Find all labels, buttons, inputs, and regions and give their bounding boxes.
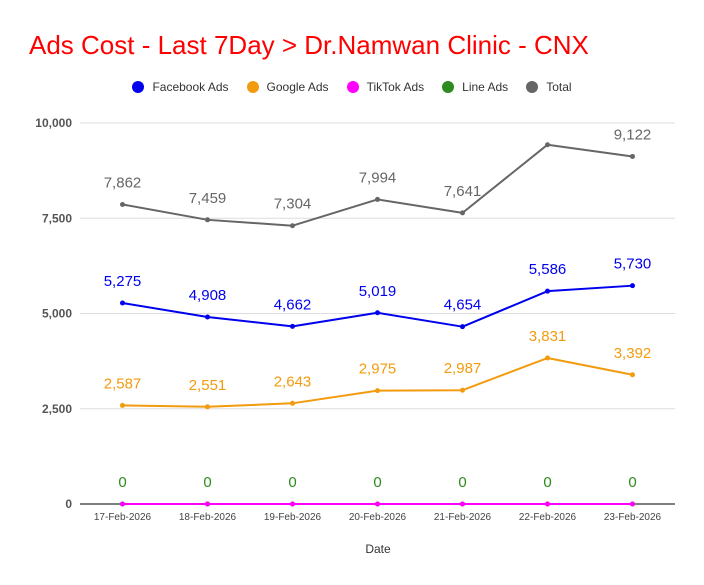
data-point-facebook-ads <box>460 324 465 330</box>
x-tick-label: 19-Feb-2026 <box>264 512 322 523</box>
data-point-tiktok-ads <box>290 501 295 507</box>
y-tick-label: 5,000 <box>42 307 72 321</box>
legend-label: Total <box>546 80 572 94</box>
data-point-facebook-ads <box>290 323 295 329</box>
data-label-line-ads: 0 <box>203 474 211 491</box>
data-point-facebook-ads <box>545 288 550 294</box>
data-point-facebook-ads <box>630 283 635 289</box>
data-label-line-ads: 0 <box>458 474 466 491</box>
data-labels: 0 0 0 0 0 0 0 2,587 2,551 2,643 2,975 2,987 3,831 3,3… <box>104 126 652 491</box>
data-label-facebook-ads: 4,908 <box>189 287 227 304</box>
data-label-facebook-ads: 5,730 <box>614 256 652 273</box>
legend-marker-facebook-ads <box>132 81 145 93</box>
legend-item-google-ads[interactable]: Google Ads <box>246 80 329 94</box>
data-point-total <box>290 223 295 229</box>
data-label-google-ads: 3,392 <box>614 345 652 362</box>
legend-marker-google-ads <box>246 81 259 93</box>
x-tick-label: 20-Feb-2026 <box>349 512 407 523</box>
data-label-google-ads: 2,587 <box>104 375 142 392</box>
legend-item-line-ads[interactable]: Line Ads <box>442 80 508 94</box>
data-label-line-ads: 0 <box>288 474 296 491</box>
data-point-google-ads <box>290 400 295 406</box>
data-label-total: 7,304 <box>274 196 312 213</box>
legend: Facebook Ads Google Ads TikTok Ads Line … <box>0 80 704 94</box>
legend-marker-tiktok-ads <box>346 81 359 93</box>
legend-label: Line Ads <box>462 80 509 94</box>
data-label-facebook-ads: 5,275 <box>104 273 142 290</box>
data-label-google-ads: 3,831 <box>529 328 567 345</box>
data-label-facebook-ads: 5,586 <box>529 261 567 278</box>
data-label-line-ads: 0 <box>373 474 381 491</box>
data-label-google-ads: 2,551 <box>189 377 227 394</box>
data-label-total: 9,122 <box>614 126 652 143</box>
data-point-total <box>630 153 635 159</box>
data-point-facebook-ads <box>205 314 210 320</box>
data-point-total <box>545 142 550 148</box>
data-point-total <box>375 196 380 202</box>
y-tick-label: 10,000 <box>35 116 72 130</box>
chart-title: Ads Cost - Last 7Day > Dr.Namwan Clinic … <box>29 30 589 60</box>
series-points <box>120 142 635 507</box>
legend-label: Google Ads <box>266 80 329 94</box>
data-label-facebook-ads: 4,662 <box>274 296 312 313</box>
x-tick-label: 22-Feb-2026 <box>519 512 577 523</box>
data-point-total <box>120 201 125 207</box>
x-axis-label: Date <box>365 542 391 556</box>
legend-item-facebook-ads[interactable]: Facebook Ads <box>132 80 229 94</box>
data-label-google-ads: 2,643 <box>274 373 312 390</box>
data-point-tiktok-ads <box>630 501 635 507</box>
data-point-tiktok-ads <box>120 501 125 507</box>
data-point-google-ads <box>545 355 550 361</box>
data-label-total: 7,641 <box>444 183 482 200</box>
data-point-tiktok-ads <box>205 501 210 507</box>
data-label-google-ads: 2,987 <box>444 360 482 377</box>
data-point-google-ads <box>120 402 125 408</box>
data-label-line-ads: 0 <box>628 474 636 491</box>
data-point-tiktok-ads <box>375 501 380 507</box>
data-point-total <box>460 210 465 216</box>
data-point-tiktok-ads <box>545 501 550 507</box>
data-point-google-ads <box>460 387 465 393</box>
data-point-tiktok-ads <box>460 501 465 507</box>
x-axis-ticks: 17-Feb-2026 18-Feb-2026 19-Feb-2026 20-Feb-… <box>94 512 662 523</box>
data-point-google-ads <box>205 404 210 410</box>
x-tick-label: 17-Feb-2026 <box>94 512 152 523</box>
legend-label: Facebook Ads <box>152 80 229 94</box>
data-point-facebook-ads <box>120 300 125 306</box>
legend-marker-total <box>526 81 539 93</box>
data-point-total <box>205 217 210 223</box>
legend-label: TikTok Ads <box>366 80 425 94</box>
data-label-total: 7,862 <box>104 174 142 191</box>
data-label-google-ads: 2,975 <box>359 361 397 378</box>
x-tick-label: 21-Feb-2026 <box>434 512 492 523</box>
legend-item-tiktok-ads[interactable]: TikTok Ads <box>346 80 425 94</box>
data-label-line-ads: 0 <box>543 474 551 491</box>
legend-item-total[interactable]: Total <box>526 80 572 94</box>
legend-marker-line-ads <box>442 81 455 93</box>
data-point-google-ads <box>375 388 380 394</box>
data-label-total: 7,459 <box>189 190 227 207</box>
x-tick-label: 23-Feb-2026 <box>604 512 662 523</box>
data-label-facebook-ads: 4,654 <box>444 297 482 314</box>
data-label-total: 7,994 <box>359 169 397 186</box>
y-axis-ticks: 0 2,500 5,000 7,500 10,000 <box>35 116 72 511</box>
data-label-line-ads: 0 <box>118 474 126 491</box>
y-tick-label: 0 <box>65 497 72 511</box>
data-label-facebook-ads: 5,019 <box>359 283 397 300</box>
x-tick-label: 18-Feb-2026 <box>179 512 237 523</box>
y-tick-label: 7,500 <box>42 211 72 225</box>
data-point-facebook-ads <box>375 310 380 316</box>
data-point-google-ads <box>630 372 635 378</box>
y-tick-label: 2,500 <box>42 402 72 416</box>
